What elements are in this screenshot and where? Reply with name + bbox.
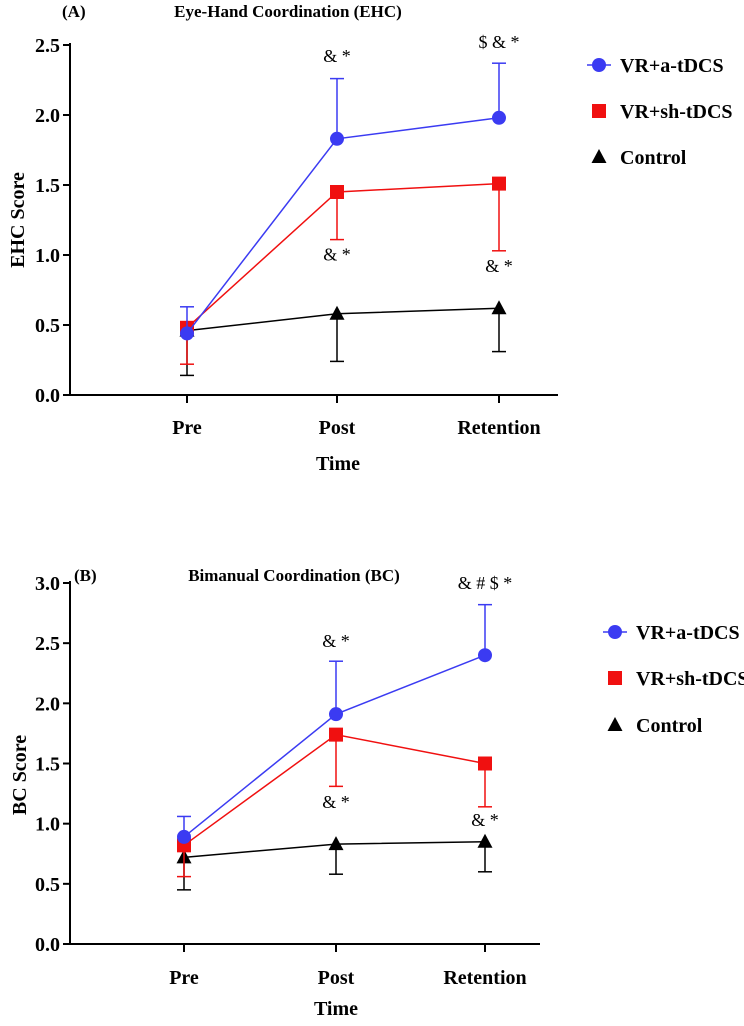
y-tick-label: 0.0 <box>35 934 60 956</box>
legend-marker-circle <box>608 625 622 639</box>
significance-label: & * <box>471 810 499 830</box>
y-tick-label: 2.5 <box>35 633 60 655</box>
y-tick-label: 2.5 <box>35 35 60 57</box>
panel-b-xlabel: Time <box>314 998 358 1020</box>
panel-a: (A) Eye-Hand Coordination (EHC) EHC Scor… <box>7 2 733 475</box>
data-point-control <box>491 300 507 315</box>
significance-label: & * <box>323 46 351 66</box>
data-point-vr-a-tdcs <box>329 707 343 722</box>
x-tick-label: Post <box>318 967 355 989</box>
data-point-control <box>329 305 345 320</box>
y-tick-label: 1.5 <box>35 754 60 776</box>
significance-label: & * <box>323 245 351 265</box>
data-point-control <box>477 833 493 848</box>
panel-b-ylabel: BC Score <box>9 735 31 815</box>
y-tick-label: 1.5 <box>35 175 60 197</box>
y-tick-label: 1.0 <box>35 245 60 267</box>
data-point-control <box>328 836 344 851</box>
significance-label: $ & * <box>478 32 519 52</box>
x-tick-label: Pre <box>172 417 202 439</box>
legend-label: Control <box>636 715 703 737</box>
legend-label: VR+sh-tDCS <box>636 668 744 690</box>
significance-label: & * <box>485 256 513 276</box>
y-tick-label: 0.0 <box>35 385 60 407</box>
data-point-vr-sh-tdcs <box>329 727 343 742</box>
data-point-vr-a-tdcs <box>180 326 194 341</box>
significance-label: & * <box>322 631 350 651</box>
legend-label: VR+a-tDCS <box>620 55 724 77</box>
panel-a-title: Eye-Hand Coordination (EHC) <box>174 2 402 21</box>
data-point-vr-a-tdcs <box>330 131 344 146</box>
legend-marker-circle <box>592 58 606 72</box>
data-point-vr-a-tdcs <box>478 648 492 663</box>
data-point-vr-a-tdcs <box>177 829 191 844</box>
significance-label: & * <box>322 792 350 812</box>
y-tick-label: 1.0 <box>35 814 60 836</box>
legend-label: VR+a-tDCS <box>636 622 740 644</box>
panel-b-plot: 0.0 0.5 1.0 1.5 2.0 2.5 3.0 Pre Post Retention VR+… <box>35 573 744 989</box>
legend-marker-triangle <box>591 149 607 163</box>
y-tick-label: 2.0 <box>35 105 60 127</box>
data-point-vr-sh-tdcs <box>330 185 344 199</box>
legend-marker-triangle <box>607 717 623 731</box>
x-tick-label: Retention <box>443 967 526 989</box>
data-point-vr-sh-tdcs <box>492 176 506 191</box>
x-tick-label: Pre <box>169 967 199 989</box>
panel-a-plot: 0.0 0.5 1.0 1.5 2.0 2.5 Pre Post Retention VR+a-t… <box>35 32 733 439</box>
series-line-vr-sh-tdcs <box>183 733 486 846</box>
panel-b-label: (B) <box>74 566 97 585</box>
panel-b-title: Bimanual Coordination (BC) <box>188 566 400 585</box>
legend-marker-square <box>592 104 606 118</box>
series-line-vr-a-tdcs <box>186 117 500 334</box>
y-tick-label: 0.5 <box>35 315 60 337</box>
legend-marker-square <box>608 671 622 685</box>
data-point-vr-a-tdcs <box>492 110 506 125</box>
panel-a-xlabel: Time <box>316 453 360 475</box>
y-tick-label: 2.0 <box>35 693 60 715</box>
y-tick-label: 3.0 <box>35 573 60 595</box>
panel-b: (B) Bimanual Coordination (BC) BC Score … <box>9 566 744 1020</box>
x-tick-label: Post <box>319 417 356 439</box>
panel-a-ylabel: EHC Score <box>7 172 29 268</box>
legend-label: Control <box>620 147 687 169</box>
panel-a-label: (A) <box>62 2 86 21</box>
data-point-vr-sh-tdcs <box>478 756 492 771</box>
significance-label: & # $ * <box>458 573 513 593</box>
y-tick-label: 0.5 <box>35 874 60 896</box>
legend-label: VR+sh-tDCS <box>620 101 733 123</box>
x-tick-label: Retention <box>457 417 540 439</box>
